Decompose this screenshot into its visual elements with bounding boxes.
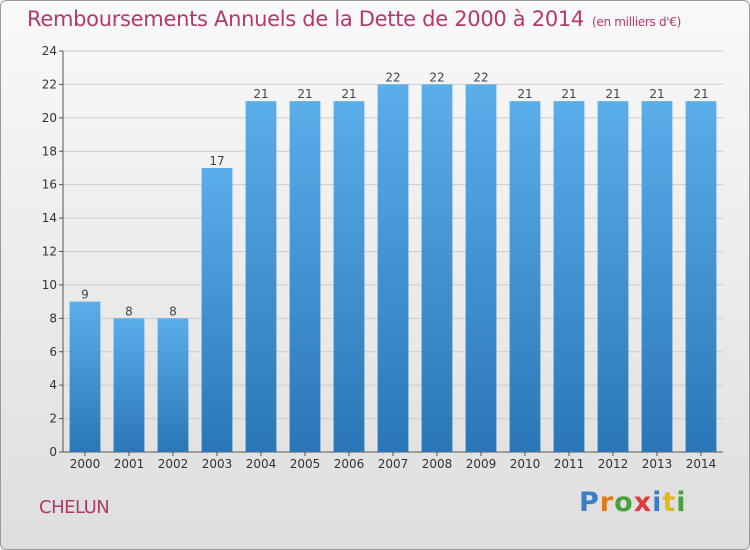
bar-value-label: 8 xyxy=(125,304,133,318)
bar xyxy=(333,101,365,452)
bar xyxy=(465,84,497,453)
x-tick-label: 2012 xyxy=(598,457,629,471)
bar-value-label: 8 xyxy=(169,304,177,318)
bar-value-label: 21 xyxy=(649,87,664,101)
y-tick-label: 4 xyxy=(49,378,57,392)
bar-value-label: 21 xyxy=(253,87,268,101)
bar xyxy=(421,84,453,453)
y-tick-label: 6 xyxy=(49,345,57,359)
bar-value-label: 22 xyxy=(429,70,444,84)
logo-letter: P xyxy=(579,487,600,518)
x-tick-label: 2011 xyxy=(554,457,585,471)
chart-subtitle: (en milliers d'€) xyxy=(592,15,682,29)
x-tick-label: 2014 xyxy=(686,457,717,471)
x-tick-label: 2008 xyxy=(422,457,453,471)
x-tick-label: 2002 xyxy=(158,457,189,471)
labels: 0246810121416182022249200082001820021720… xyxy=(42,44,717,471)
x-tick-label: 2006 xyxy=(334,457,365,471)
y-tick-label: 8 xyxy=(49,311,57,325)
bar xyxy=(685,101,717,452)
y-tick-label: 18 xyxy=(42,144,57,158)
bar-value-label: 21 xyxy=(561,87,576,101)
y-tick-label: 12 xyxy=(42,245,57,259)
y-tick-label: 0 xyxy=(49,445,57,459)
city-name: CHELUN xyxy=(39,497,110,518)
bar xyxy=(69,301,101,452)
bar xyxy=(201,167,233,453)
bar xyxy=(553,101,585,452)
x-tick-label: 2004 xyxy=(246,457,277,471)
bar xyxy=(597,101,629,452)
bar-value-label: 21 xyxy=(341,87,356,101)
bars xyxy=(69,84,717,453)
y-tick-label: 24 xyxy=(42,44,57,58)
logo-letter: x xyxy=(633,487,653,518)
bar xyxy=(641,101,673,452)
y-tick-label: 2 xyxy=(49,412,57,426)
x-tick-label: 2010 xyxy=(510,457,541,471)
logo-letter: i xyxy=(652,487,663,518)
bar xyxy=(245,101,277,452)
y-tick-label: 14 xyxy=(42,211,57,225)
bar xyxy=(289,101,321,452)
chart-title-text: Remboursements Annuels de la Dette de 20… xyxy=(27,7,584,31)
x-tick-label: 2005 xyxy=(290,457,321,471)
bar-value-label: 22 xyxy=(385,70,400,84)
x-tick-label: 2001 xyxy=(114,457,145,471)
logo-letter: o xyxy=(614,487,634,518)
x-tick-label: 2003 xyxy=(202,457,233,471)
chart-title: Remboursements Annuels de la Dette de 20… xyxy=(27,7,681,31)
logo-letter: r xyxy=(599,487,615,518)
logo-letter: i xyxy=(676,487,687,518)
y-tick-label: 20 xyxy=(42,111,57,125)
bar xyxy=(113,318,145,452)
logo-letter: t xyxy=(662,487,677,518)
bar-value-label: 21 xyxy=(297,87,312,101)
bar-value-label: 9 xyxy=(81,288,89,302)
x-tick-label: 2000 xyxy=(70,457,101,471)
bar-value-label: 21 xyxy=(605,87,620,101)
bar xyxy=(509,101,541,452)
y-tick-label: 22 xyxy=(42,77,57,91)
bar-value-label: 21 xyxy=(693,87,708,101)
bar-value-label: 17 xyxy=(209,154,224,168)
bar xyxy=(157,318,189,452)
bar xyxy=(377,84,409,453)
bar-value-label: 21 xyxy=(517,87,532,101)
y-tick-label: 10 xyxy=(42,278,57,292)
x-tick-label: 2013 xyxy=(642,457,673,471)
x-tick-label: 2009 xyxy=(466,457,497,471)
y-tick-label: 16 xyxy=(42,178,57,192)
bar-value-label: 22 xyxy=(473,70,488,84)
proxiti-logo: Proxiti xyxy=(579,487,687,518)
x-tick-label: 2007 xyxy=(378,457,409,471)
